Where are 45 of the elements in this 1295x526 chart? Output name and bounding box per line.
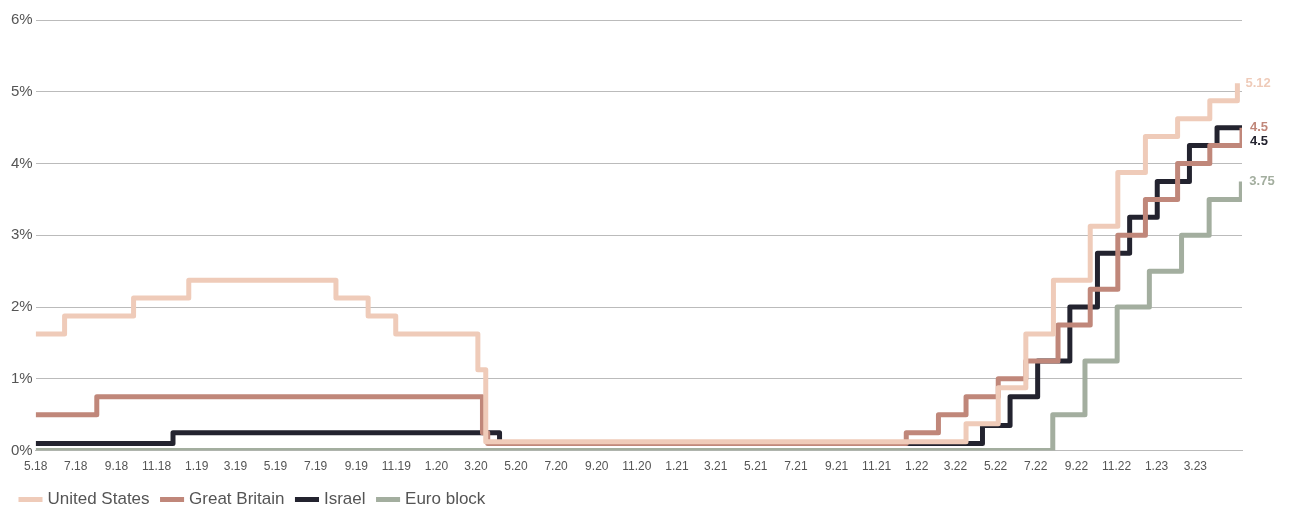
- x-tick-label: 3.23: [1183, 459, 1208, 474]
- y-tick-label: 3%: [10, 225, 33, 243]
- x-tick-label: 9.20: [585, 459, 609, 474]
- data-label: 4.5: [1250, 133, 1269, 149]
- x-tick-label: 7.18: [64, 459, 88, 474]
- x-tick-label: 9.18: [104, 459, 129, 474]
- x-tick-label: 11.20: [622, 459, 652, 474]
- x-tick-label: 11.18: [142, 459, 172, 474]
- x-tick-label: 1.22: [905, 459, 929, 474]
- x-tick-label: 11.19: [381, 459, 412, 474]
- x-tick-label: 1.21: [665, 459, 689, 474]
- x-tick-label: 7.20: [544, 459, 569, 474]
- x-tick-label: 7.21: [784, 459, 808, 474]
- data-label: 3.75: [1249, 173, 1275, 189]
- x-tick-label: 7.19: [303, 459, 328, 474]
- y-tick-label: 6%: [10, 10, 33, 28]
- x-tick-label: 9.21: [824, 459, 849, 474]
- x-tick-label: 5.22: [983, 459, 1008, 474]
- y-tick-label: 1%: [10, 368, 33, 386]
- y-tick-label: 2%: [10, 297, 33, 315]
- x-tick-label: 11.21: [862, 459, 892, 474]
- x-tick-label: 3.22: [943, 459, 968, 474]
- x-tick-label: 11.22: [1101, 459, 1132, 474]
- x-tick-label: 1.19: [184, 459, 209, 474]
- x-tick-label: 5.19: [263, 459, 288, 474]
- x-tick-label: 3.19: [223, 459, 248, 474]
- x-tick-label: 3.20: [464, 459, 488, 474]
- y-tick-label: 4%: [10, 153, 33, 171]
- data-label: 5.12: [1245, 74, 1271, 90]
- x-tick-label: 7.22: [1024, 459, 1048, 474]
- x-tick-label: 1.20: [424, 459, 449, 474]
- x-tick-label: 3.21: [704, 459, 728, 474]
- legend-label: Great Britain: [189, 489, 285, 509]
- x-tick-label: 5.20: [504, 459, 528, 474]
- x-tick-label: 5.21: [744, 459, 768, 474]
- legend-label: United States: [47, 489, 150, 509]
- x-tick-label: 1.23: [1144, 459, 1169, 474]
- x-tick-label: 5.18: [24, 459, 48, 474]
- legend-label: Euro block: [405, 489, 486, 509]
- y-tick-label: 5%: [10, 81, 33, 99]
- legend-label: Israel: [323, 489, 366, 509]
- y-tick-label: 0%: [10, 440, 33, 458]
- x-tick-label: 9.19: [344, 459, 369, 474]
- x-tick-label: 9.22: [1064, 459, 1089, 474]
- data-label: 4.5: [1250, 119, 1269, 135]
